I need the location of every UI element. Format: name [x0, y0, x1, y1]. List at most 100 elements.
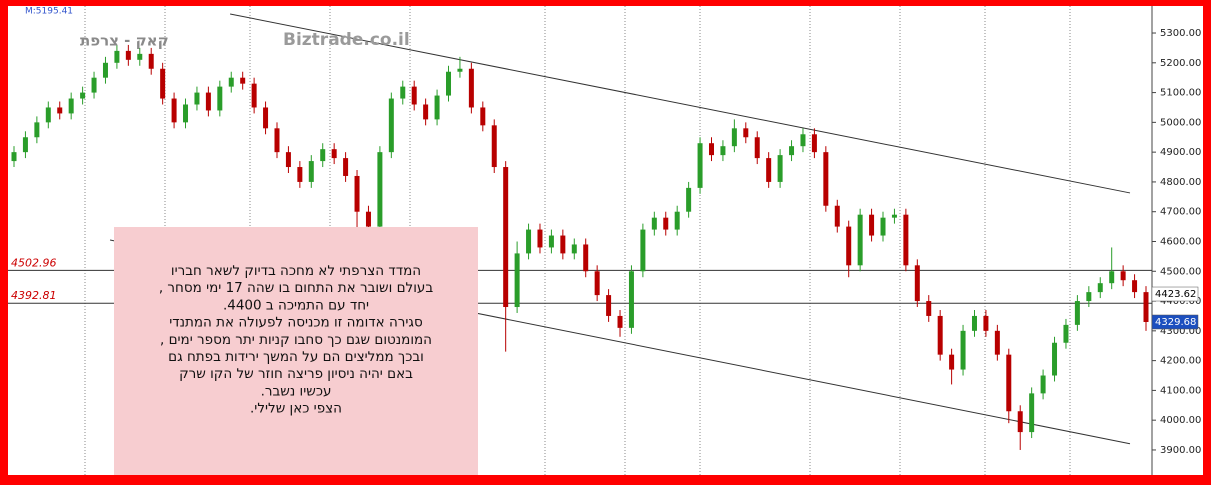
candle-body [57, 107, 63, 114]
candle-body [343, 158, 349, 176]
candle-body [823, 152, 829, 206]
watermark: Biztrade.co.il [283, 30, 410, 50]
candle-body [377, 152, 383, 227]
candle-body [594, 271, 600, 296]
candle-body [468, 68, 474, 108]
candle-body [869, 214, 875, 236]
candle-body [640, 229, 646, 272]
candle-body [240, 77, 246, 84]
candle-body [22, 137, 28, 153]
candle-body [297, 167, 303, 182]
level-label: 4502.96 [11, 256, 57, 269]
y-tick-label: 4700.00 [1160, 207, 1201, 218]
candle-body [1143, 292, 1149, 322]
candle-body [11, 152, 17, 162]
candle-body [514, 253, 520, 308]
candle-body [1097, 283, 1103, 293]
candle-body [994, 330, 1000, 355]
annotation-line: עכשיו נשבר. [261, 383, 332, 399]
y-tick-label: 3900.00 [1160, 445, 1201, 456]
candle-body [697, 143, 703, 188]
candle-body [285, 152, 291, 168]
y-tick-label: 4300.00 [1160, 326, 1201, 337]
candle-body [789, 146, 795, 156]
candle-body [434, 95, 440, 120]
candle-body [205, 92, 211, 111]
candle-body [651, 217, 657, 230]
candle-body [754, 137, 760, 159]
candle-body [903, 214, 909, 266]
candle-body [708, 143, 714, 156]
candle-body [834, 205, 840, 227]
annotation-box [114, 227, 478, 475]
candle-body [1063, 324, 1069, 343]
level-label: 4392.81 [11, 289, 57, 302]
candle-body [960, 330, 966, 370]
candle-body [857, 214, 863, 266]
y-tick-label: 5200.00 [1160, 58, 1201, 69]
annotation-line: ובכך ממליצים הם על המשך ירידות בפתח גם [168, 349, 424, 365]
candle-body [137, 53, 143, 60]
y-tick-label: 5100.00 [1160, 88, 1201, 99]
candle-body [537, 229, 543, 248]
y-tick-label: 5000.00 [1160, 117, 1201, 128]
candle-body [686, 187, 692, 212]
candle-body [331, 149, 337, 159]
y-tick-label: 4400.00 [1160, 296, 1201, 307]
candle-body [720, 146, 726, 156]
candle-body [1029, 393, 1035, 433]
candle-body [308, 161, 314, 182]
marks [8, 13, 1152, 450]
y-tick-label: 4000.00 [1160, 415, 1201, 426]
corner-label: M:5195.41 [25, 7, 73, 17]
candle-body [160, 68, 166, 99]
candle-body [400, 86, 406, 99]
candle-body [914, 265, 920, 302]
candle-body [548, 235, 554, 248]
candle-body [68, 98, 74, 114]
candle-body [171, 98, 177, 123]
y-tick-label: 4600.00 [1160, 236, 1201, 247]
candle-body [1040, 375, 1046, 394]
candle-body [800, 134, 806, 147]
candle-body [628, 271, 634, 328]
candle-body [1132, 280, 1138, 293]
candle-body [571, 244, 577, 254]
annotation-line: יחד עם התמיכה ב 4400. [223, 297, 369, 313]
candle-body [937, 315, 943, 355]
candle-body [125, 50, 131, 60]
y-tick-label: 4100.00 [1160, 385, 1201, 396]
candle-body [1006, 354, 1012, 412]
candle-body [148, 53, 154, 69]
candle-body [91, 77, 97, 93]
candle-body [446, 71, 452, 96]
y-tick-label: 4500.00 [1160, 266, 1201, 277]
candle-body [846, 226, 852, 266]
candle-body [411, 86, 417, 105]
price-label: 4329.68 [1155, 317, 1196, 328]
annotation-line: באם יהיה ניסיון פריצה חוזר של הקו שרק [179, 366, 413, 382]
candle-body [926, 301, 932, 316]
price-label: 4423.62 [1155, 289, 1196, 300]
candle-body [480, 107, 486, 126]
candle-body [217, 86, 223, 111]
candle-body [1120, 271, 1126, 281]
candle-body [423, 104, 429, 120]
candle-body [388, 98, 394, 153]
candle-body [354, 175, 360, 212]
annotation-line: בעולם ושובר את התחום בו שהה 17 ימי מסחר … [159, 280, 434, 296]
candle-body [971, 315, 977, 331]
annotation-line: הצפי כאן שלילי. [250, 401, 342, 417]
candle-body [1086, 292, 1092, 302]
candle-body [891, 214, 897, 218]
candle-body [183, 104, 189, 123]
candle-body [983, 315, 989, 331]
trend-line [230, 13, 1131, 194]
candle-body [228, 77, 234, 87]
annotation-line: המדד הצרפתי לא מחכה בדיוק לשאר חבריו [171, 263, 421, 279]
candle-body [102, 62, 108, 78]
candle-body [114, 50, 120, 63]
annotation-line: המומנטום שגם כך סחבו קניות יתר מספר ימים… [160, 332, 432, 348]
